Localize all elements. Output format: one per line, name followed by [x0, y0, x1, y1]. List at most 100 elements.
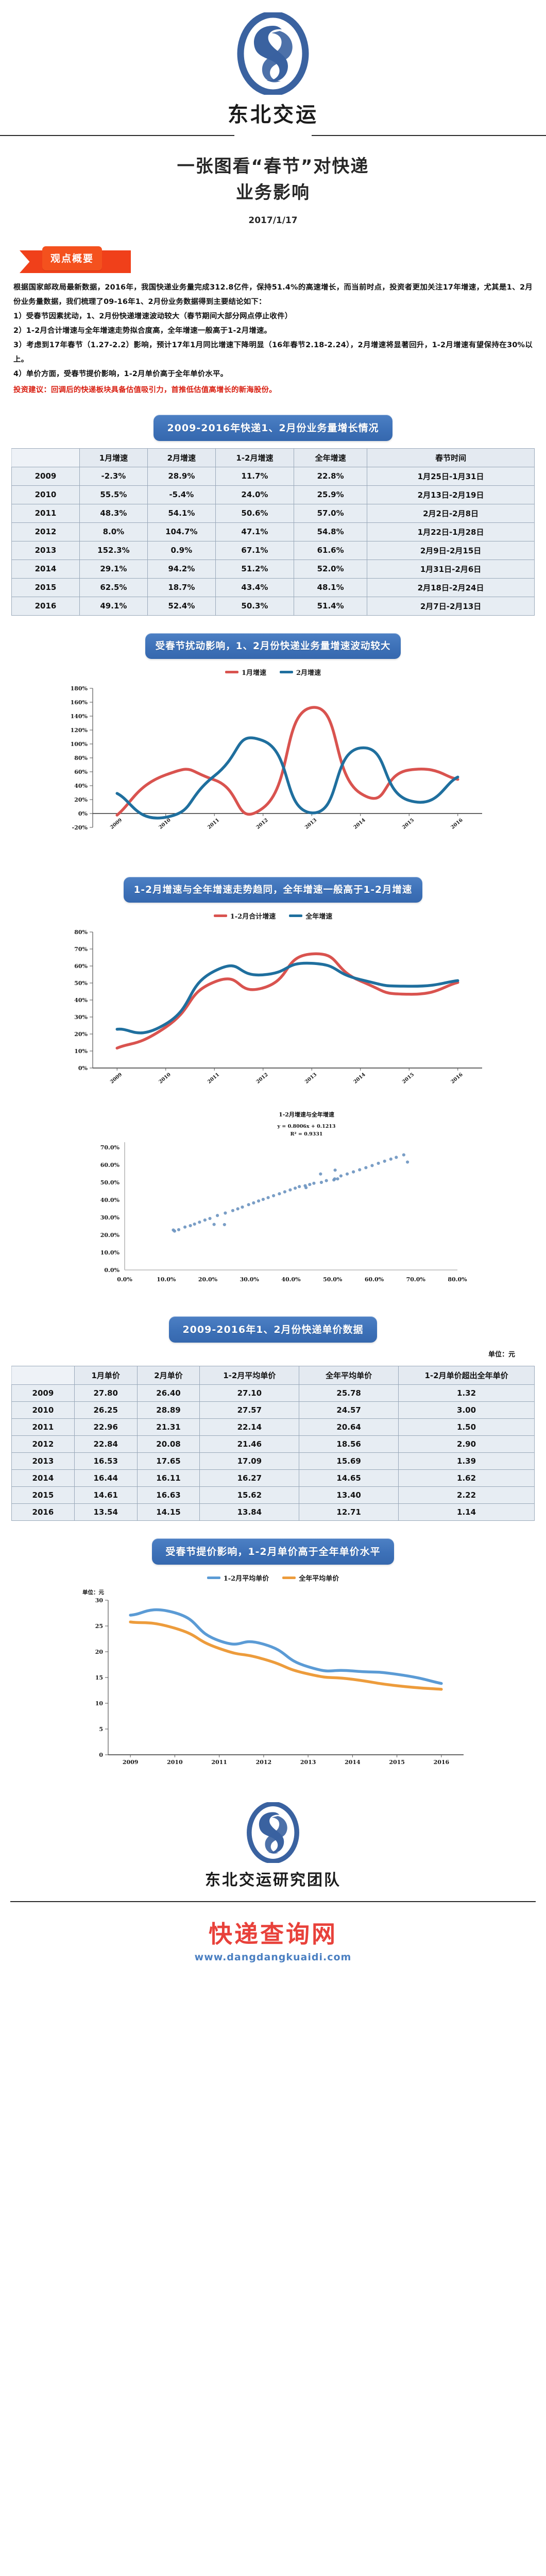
svg-text:R² = 0.9331: R² = 0.9331: [291, 1131, 323, 1137]
growth-table: 1月增速 2月增速 1-2月增速 全年增速 春节时间 2009 -2.3% 28…: [11, 448, 535, 616]
svg-text:2011: 2011: [207, 817, 220, 830]
brand-name: 东北交运: [228, 103, 318, 127]
cell-annual: 25.9%: [294, 485, 368, 504]
cell-festival: 1月25日-1月31日: [367, 466, 535, 486]
cell-feb-price: 16.63: [136, 1486, 200, 1504]
cell-year: 2015: [11, 1486, 75, 1504]
cell-jan-price: 26.25: [74, 1401, 138, 1419]
col-head-feb-price: 2月单价: [136, 1365, 200, 1385]
svg-text:5: 5: [99, 1726, 103, 1733]
unit-price-chart: 1-2月平均单价 全年平均单价 0 5 10 15 20 25 30 2009 2010 2011…: [0, 1573, 546, 1781]
cell-jan-price: 16.53: [74, 1452, 138, 1470]
svg-text:2010: 2010: [167, 1759, 183, 1766]
svg-text:2009: 2009: [109, 1072, 124, 1085]
cell-year: 2012: [11, 1435, 75, 1453]
table-row: 2010 26.25 28.89 27.57 24.57 3.00: [11, 1401, 535, 1419]
cell-jan-price: 27.80: [74, 1384, 138, 1402]
section-3-header: 1-2月增速与全年增速走势趋同，全年增速一般高于1-2月增速: [0, 876, 546, 903]
section-3-pill-label: 1-2月增速与全年增速走势趋同，全年增速一般高于1-2月增速: [123, 876, 423, 903]
cell-annual-avg: 12.71: [299, 1503, 399, 1521]
svg-text:15: 15: [95, 1674, 103, 1681]
svg-text:100%: 100%: [71, 741, 88, 748]
svg-text:0.0%: 0.0%: [104, 1267, 120, 1274]
legend-label-annual-price: 全年平均单价: [299, 1574, 339, 1583]
svg-text:30: 30: [95, 1597, 104, 1604]
page-footer: 东北交运研究团队 快递查询网 www.dangdangkuaidi.com: [0, 1802, 546, 1966]
watermark: 快递查询网 www.dangdangkuaidi.com: [0, 1916, 546, 1963]
cell-annual: 54.8%: [294, 522, 368, 541]
cell-annual-avg: 18.56: [299, 1435, 399, 1453]
svg-text:60%: 60%: [74, 963, 88, 970]
svg-text:2013: 2013: [300, 1759, 316, 1766]
cell-janfeb-avg: 27.57: [199, 1401, 300, 1419]
table-row: 2014 29.1% 94.2% 51.2% 52.0% 1月31日-2月6日: [11, 559, 535, 579]
legend-label-annual: 全年增速: [305, 912, 333, 921]
col-head-year: [11, 1365, 75, 1385]
legend-swatch-icon: [207, 1576, 220, 1579]
legend-swatch-icon: [213, 914, 227, 917]
cell-janfeb: 50.3%: [215, 596, 295, 616]
table-header-row: 1月增速 2月增速 1-2月增速 全年增速 春节时间: [11, 448, 535, 467]
cumulative-annual-chart: 1-2月合计增速 全年增速 0% 10% 20% 30% 40% 50% 60% 70% 80%…: [0, 911, 546, 1098]
price-table: 1月单价 2月单价 1-2月平均单价 全年平均单价 1-2月单价超出全年单价 2…: [11, 1365, 535, 1521]
svg-text:10: 10: [95, 1700, 104, 1707]
svg-text:2016: 2016: [434, 1759, 450, 1766]
table-row: 2012 22.84 20.08 21.46 18.56 2.90: [11, 1435, 535, 1453]
infographic-page: 东北交运 一张图看“春节”对快递 业务影响 2017/1/17 观点概要 根据国…: [0, 12, 546, 1966]
price-table-body: 2009 27.80 26.40 27.10 25.78 1.32 2010 2…: [11, 1384, 535, 1521]
legend-item-feb: 2月增速: [280, 667, 321, 677]
cell-jan-price: 13.54: [74, 1503, 138, 1521]
section-1-pill-label: 2009-2016年快递1、2月份业务量增长情况: [153, 414, 393, 441]
cell-year: 2012: [11, 522, 80, 541]
svg-text:120%: 120%: [71, 727, 88, 734]
svg-text:2014: 2014: [352, 817, 367, 831]
svg-text:20.0%: 20.0%: [100, 1232, 120, 1239]
page-title-line2: 业务影响: [236, 182, 310, 203]
cell-year: 2015: [11, 578, 80, 597]
svg-text:2015: 2015: [389, 1759, 405, 1766]
svg-text:2013: 2013: [304, 817, 318, 830]
cell-annual-avg: 25.78: [299, 1384, 399, 1402]
svg-text:2011: 2011: [211, 1759, 227, 1766]
header-divider: [0, 135, 546, 136]
cell-festival: 1月31日-2月6日: [367, 559, 535, 579]
col-head-jan-price: 1月单价: [74, 1365, 138, 1385]
cell-jan-price: 14.61: [74, 1486, 138, 1504]
cell-feb: -5.4%: [147, 485, 216, 504]
cell-festival: 2月2日-2月8日: [367, 503, 535, 523]
monthly-growth-plot: -20% 0% 20% 40% 60% 80% 100% 120% 140% 160% 180% 20…: [71, 685, 482, 831]
summary-ribbon: 观点概要: [0, 246, 546, 273]
svg-text:20.0%: 20.0%: [198, 1276, 218, 1283]
col-head-annual-growth: 全年增速: [294, 448, 368, 467]
svg-text:2014: 2014: [352, 1072, 367, 1085]
section-2-pill-label: 受春节扰动影响，1、2月份快递业务量增速波动较大: [145, 633, 401, 659]
growth-scatter-plot: 1-2月增速与全年增速 y = 0.8006x + 0.1213 R² = 0.93…: [100, 1111, 467, 1283]
cell-jan: 55.5%: [79, 485, 148, 504]
col-head-spring-festival: 春节时间: [367, 448, 535, 467]
summary-text-block: 根据国家邮政局最新数据，2016年，我国快递业务量完成312.8亿件，保持51.…: [13, 280, 533, 397]
cell-feb-price: 26.40: [136, 1384, 200, 1402]
cell-annual: 48.1%: [294, 578, 368, 597]
cell-janfeb-avg: 15.62: [199, 1486, 300, 1504]
legend-item-jan: 1月增速: [225, 667, 266, 677]
cell-year: 2010: [11, 1401, 75, 1419]
table-row: 2010 55.5% -5.4% 24.0% 25.9% 2月13日-2月19日: [11, 485, 535, 504]
cell-annual-avg: 14.65: [299, 1469, 399, 1487]
svg-text:20%: 20%: [74, 796, 88, 803]
cell-excess: 2.90: [398, 1435, 535, 1453]
cell-year: 2011: [11, 503, 80, 523]
cell-annual-avg: 20.64: [299, 1418, 399, 1436]
logo: [0, 12, 546, 95]
table-row: 2013 152.3% 0.9% 67.1% 61.6% 2月9日-2月15日: [11, 540, 535, 560]
cell-jan: 49.1%: [79, 596, 148, 616]
summary-point-4: 4）单价方面，受春节提价影响，1-2月单价高于全年单价水平。: [13, 370, 228, 379]
table-row: 2016 49.1% 52.4% 50.3% 51.4% 2月7日-2月13日: [11, 596, 535, 616]
monthly-growth-legend: 1月增速 2月增速: [0, 667, 546, 677]
svg-text:2016: 2016: [450, 1072, 464, 1085]
svg-text:140%: 140%: [71, 713, 88, 720]
price-table-unit-note: 单位：元: [488, 1350, 515, 1359]
cell-janfeb-avg: 13.84: [199, 1503, 300, 1521]
cell-janfeb: 67.1%: [215, 540, 295, 560]
watermark-title: 快递查询网: [209, 1920, 337, 1948]
svg-text:50.0%: 50.0%: [100, 1179, 120, 1186]
